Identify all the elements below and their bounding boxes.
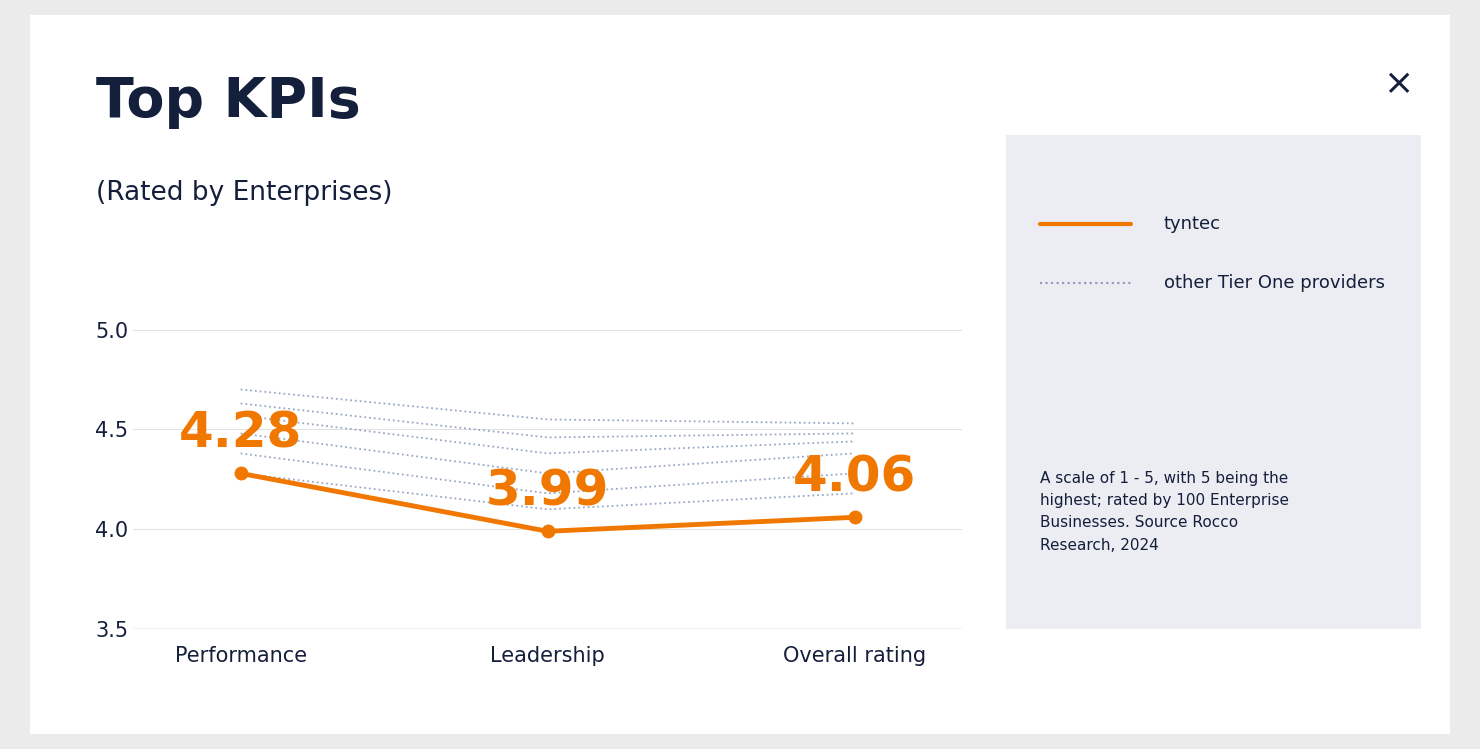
- Text: 4.06: 4.06: [793, 453, 916, 501]
- Text: other Tier One providers: other Tier One providers: [1163, 274, 1385, 292]
- Text: ×: ×: [1384, 67, 1413, 101]
- Text: Top KPIs: Top KPIs: [96, 75, 361, 129]
- Text: tyntec: tyntec: [1163, 215, 1221, 233]
- Text: 4.28: 4.28: [179, 410, 302, 458]
- Text: 3.99: 3.99: [485, 467, 610, 515]
- Text: (Rated by Enterprises): (Rated by Enterprises): [96, 180, 392, 206]
- Text: A scale of 1 - 5, with 5 being the
highest; rated by 100 Enterprise
Businesses. : A scale of 1 - 5, with 5 being the highe…: [1039, 471, 1289, 553]
